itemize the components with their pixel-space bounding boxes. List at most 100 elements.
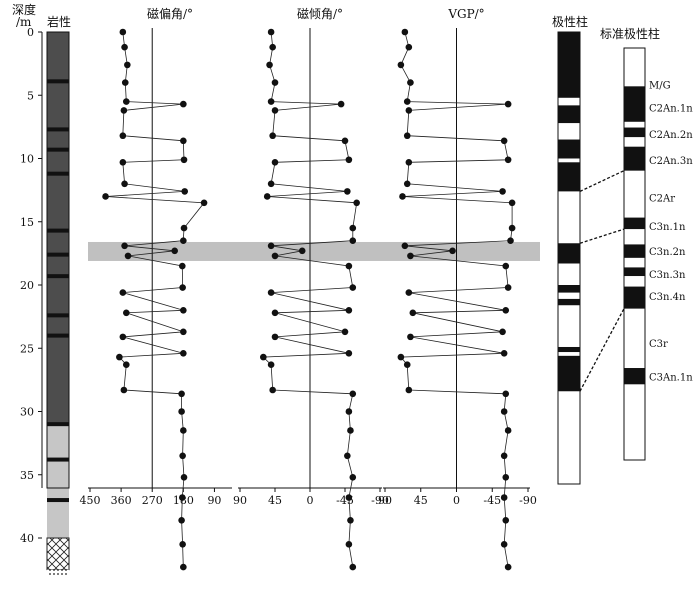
panel-2-point-4 xyxy=(403,98,411,105)
panel-1-point-4 xyxy=(267,98,275,105)
panel-1-point-22 xyxy=(267,289,275,296)
panel-0-point-29 xyxy=(122,361,130,368)
panel-1-point-5 xyxy=(337,100,345,108)
standard-label-10: C3An.1n xyxy=(649,373,693,384)
panel-1-point-2 xyxy=(266,61,273,69)
panel-1-point-19 xyxy=(271,252,279,260)
panel-0-point-13 xyxy=(102,193,109,200)
panel-1-point-38 xyxy=(345,541,353,548)
panel-1-point-20 xyxy=(345,262,353,270)
lithology-band-5 xyxy=(47,252,69,257)
panel-0-point-5 xyxy=(180,100,187,108)
panel-title-1: 磁倾角/° xyxy=(297,6,343,21)
panel-2-point-5 xyxy=(504,100,512,108)
panel-1-point-0 xyxy=(267,28,275,36)
panel-2-point-16 xyxy=(507,237,514,245)
panel-0-point-14 xyxy=(200,199,208,207)
panel-2-point-29 xyxy=(403,361,411,368)
panel-2-point-28 xyxy=(397,353,405,361)
lithology-unit-1 xyxy=(47,424,69,538)
lithology-unit-2 xyxy=(46,537,70,571)
panel-1-point-7 xyxy=(269,132,276,140)
panel-0-point-38 xyxy=(179,541,186,548)
lithology-band-1 xyxy=(47,127,69,132)
panel-0-point-20 xyxy=(178,262,186,270)
polarity-normal-0 xyxy=(558,32,580,98)
polarity-bands xyxy=(558,32,580,392)
panel-2-point-31 xyxy=(502,390,510,398)
panel-0-point-6 xyxy=(120,107,128,114)
panel-1-point-29 xyxy=(267,361,275,368)
panel-0-point-33 xyxy=(180,427,187,434)
standard-polarity-column: 标准极性柱 M/G C2An.1n C2An.2n C2An.3n C2Ar C3n.1n… xyxy=(600,26,693,461)
panel-1-series-line xyxy=(262,31,358,568)
panel-2-point-30 xyxy=(405,386,413,394)
panel-2-tick-label-1: 45 xyxy=(414,494,428,507)
panel-2-point-10 xyxy=(405,158,413,166)
standard-label-3: C2An.3n xyxy=(649,156,693,167)
panel-0-point-18 xyxy=(171,247,178,255)
panel-2-point-18 xyxy=(449,247,456,255)
panel-1-point-37 xyxy=(347,516,354,524)
panel-0-tick-label-2: 270 xyxy=(142,494,163,507)
depth-tick-label-8: 40 xyxy=(20,532,34,545)
standard-label-1: C2An.1n xyxy=(649,103,693,114)
panel-1-point-31 xyxy=(349,390,357,398)
panel-2-point-27 xyxy=(500,350,508,357)
lithology-band-2 xyxy=(47,147,69,152)
standard-normal-0 xyxy=(624,86,645,122)
panel-1-point-16 xyxy=(349,237,357,245)
panel-title-0: 磁偏角/° xyxy=(147,6,193,21)
depth-tick-label-7: 35 xyxy=(20,469,34,482)
lithology-band-10 xyxy=(47,457,69,462)
panel-1-point-36 xyxy=(345,494,353,501)
panel-2-point-17 xyxy=(401,242,409,250)
panel-0-point-35 xyxy=(180,473,188,481)
panel-2-tick-label-0: 90 xyxy=(378,494,392,507)
panel-0-point-19 xyxy=(124,252,132,260)
panel-0-point-11 xyxy=(121,180,128,188)
panel-2-point-39 xyxy=(504,563,512,571)
panel-2-point-33 xyxy=(504,427,512,434)
standard-normal-2 xyxy=(624,146,645,171)
panel-0: 磁偏角/°45036027018090 xyxy=(80,6,232,571)
panel-0-tick-label-0: 450 xyxy=(80,494,101,507)
depth-tick-label-0: 0 xyxy=(27,26,34,39)
highlight-band xyxy=(88,241,540,261)
polarity-normal-4 xyxy=(558,243,580,264)
panel-1-point-1 xyxy=(269,43,276,51)
panel-2-point-9 xyxy=(504,156,512,164)
panel-2-point-35 xyxy=(502,473,510,481)
lithology-band-11 xyxy=(47,498,69,503)
panel-0-point-1 xyxy=(121,43,128,51)
polarity-normal-6 xyxy=(558,298,580,306)
depth-axis-unit: /m xyxy=(16,15,32,29)
panel-2-point-2 xyxy=(397,61,405,69)
lithology-column: 岩性 xyxy=(46,14,71,576)
correlation-line-2 xyxy=(579,308,625,392)
panel-0-point-16 xyxy=(180,237,187,245)
panel-0-point-7 xyxy=(119,132,127,140)
panel-0-point-37 xyxy=(178,516,185,524)
panel-1-point-25 xyxy=(341,328,349,336)
panel-0-point-26 xyxy=(119,333,127,341)
panel-1-point-28 xyxy=(260,353,267,361)
panel-1-point-21 xyxy=(349,284,357,291)
panel-0-point-31 xyxy=(178,390,185,398)
panel-1-point-18 xyxy=(298,247,306,255)
panel-1-point-35 xyxy=(349,473,357,481)
panel-2-point-13 xyxy=(399,193,406,200)
panel-2-point-11 xyxy=(403,180,411,188)
panel-title-2: VGP/° xyxy=(447,7,484,21)
lithology-band-7 xyxy=(47,313,69,318)
panel-2-point-3 xyxy=(407,79,414,86)
panel-1-tick-label-4: -90 xyxy=(371,494,389,507)
panel-1-point-34 xyxy=(344,452,351,460)
correlation-line-1 xyxy=(579,228,625,244)
correlation-lines xyxy=(579,170,625,392)
lithology-band-0 xyxy=(47,79,69,84)
panel-0-point-24 xyxy=(122,309,130,317)
panel-2-point-6 xyxy=(405,107,413,114)
standard-labels: M/G C2An.1n C2An.2n C2An.3n C2Ar C3n.1n C3n.2n… xyxy=(649,80,693,383)
standard-normal-7 xyxy=(624,368,645,385)
